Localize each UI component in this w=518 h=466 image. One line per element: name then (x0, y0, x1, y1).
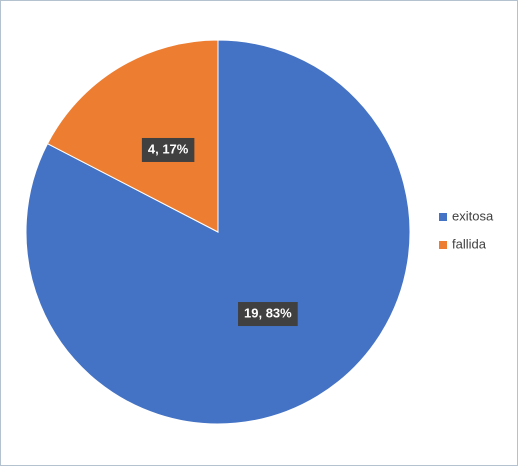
legend-label: fallida (452, 236, 487, 251)
legend-swatch (439, 213, 447, 221)
data-label-box (141, 137, 195, 162)
pie-slice (46, 39, 219, 233)
legend-label: exitosa (452, 208, 494, 223)
legend-swatch (439, 241, 447, 249)
data-label-box (238, 302, 298, 327)
data-label: 19, 83% (244, 305, 292, 320)
data-label: 4, 17% (148, 141, 189, 156)
pie-slice (25, 39, 411, 425)
